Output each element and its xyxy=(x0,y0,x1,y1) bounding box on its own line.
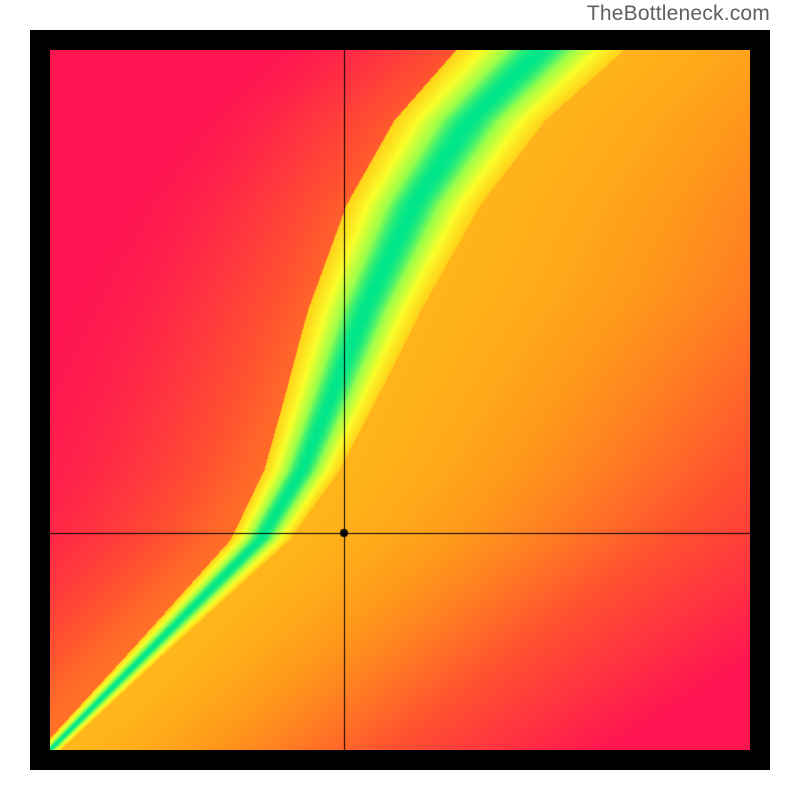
heatmap-plot xyxy=(50,50,750,750)
heatmap-canvas xyxy=(50,50,750,750)
root-container: TheBottleneck.com xyxy=(0,0,800,800)
chart-frame xyxy=(30,30,770,770)
watermark-text: TheBottleneck.com xyxy=(587,2,770,26)
